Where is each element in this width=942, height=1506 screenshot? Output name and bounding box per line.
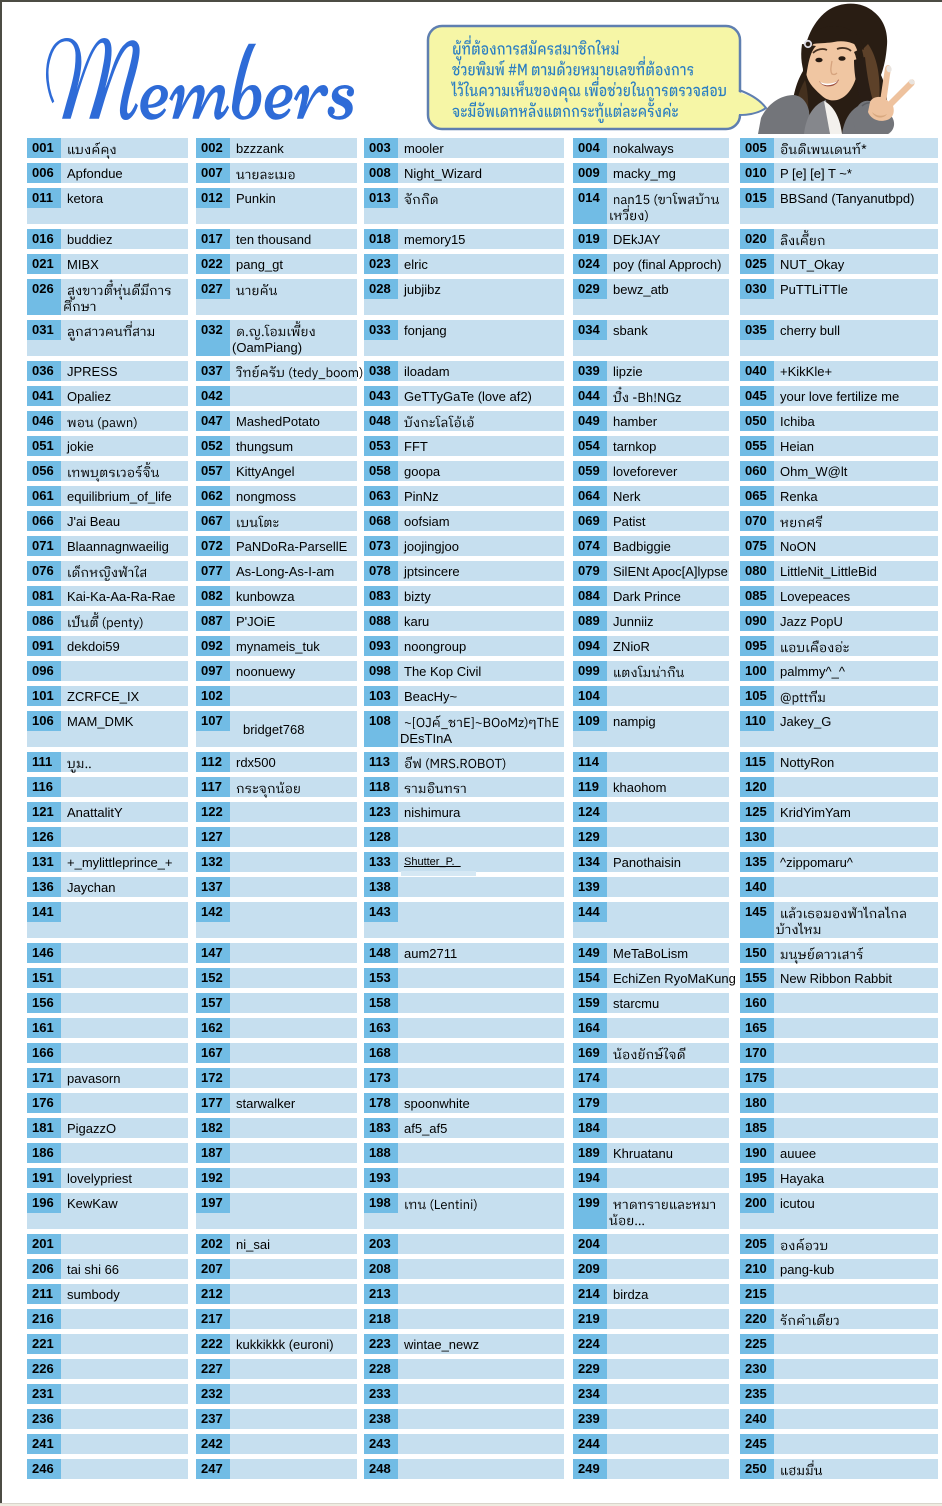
svg-text:DEsTInA: DEsTInA [400, 731, 452, 746]
svg-text:(OamPiang): (OamPiang) [232, 340, 302, 355]
